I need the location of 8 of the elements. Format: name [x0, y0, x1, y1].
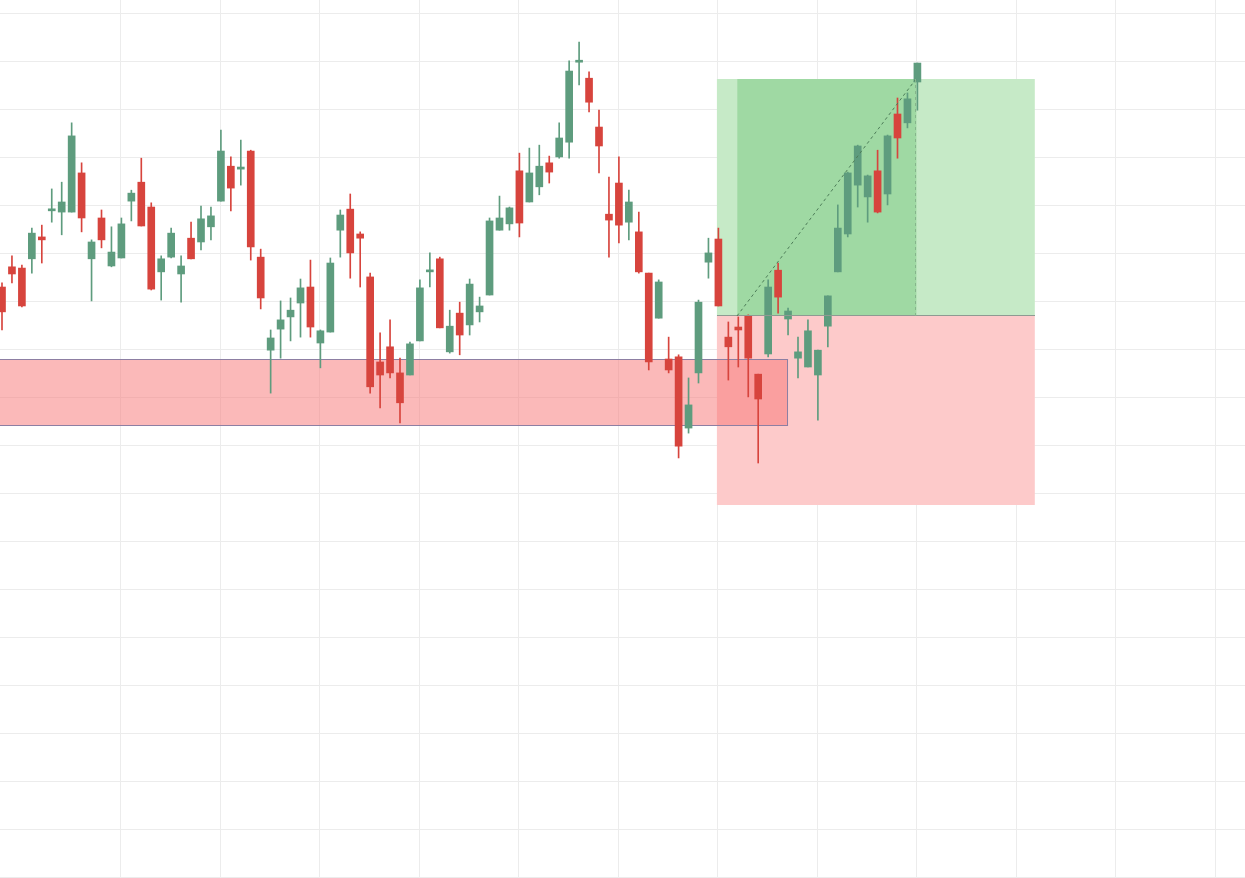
candlestick: [605, 176, 613, 258]
candlestick: [794, 336, 802, 379]
candlestick: [575, 41, 583, 86]
candlestick: [177, 255, 185, 303]
candlestick: [356, 231, 365, 288]
candlestick: [47, 188, 56, 223]
candlestick: [376, 332, 384, 409]
candlestick: [57, 181, 66, 236]
